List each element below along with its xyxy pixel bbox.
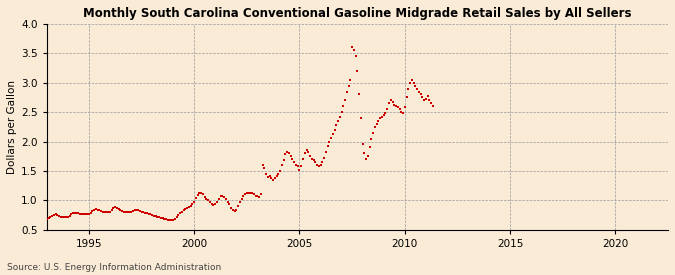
Text: Source: U.S. Energy Information Administration: Source: U.S. Energy Information Administ…	[7, 263, 221, 272]
Y-axis label: Dollars per Gallon: Dollars per Gallon	[7, 80, 17, 174]
Title: Monthly South Carolina Conventional Gasoline Midgrade Retail Sales by All Seller: Monthly South Carolina Conventional Gaso…	[83, 7, 632, 20]
